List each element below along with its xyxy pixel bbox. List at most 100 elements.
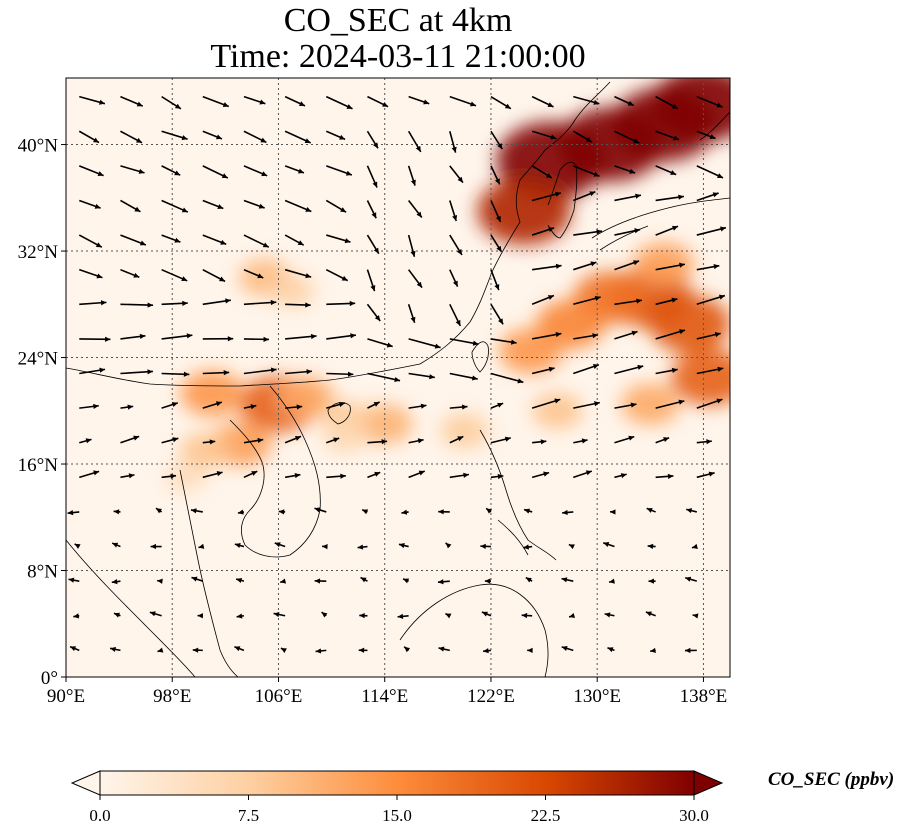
wind-arrow: [614, 435, 635, 444]
wind-arrow: [691, 543, 698, 549]
wind-arrow: [243, 404, 257, 410]
wind-arrow: [367, 471, 381, 479]
wind-arrow: [490, 372, 524, 384]
wind-arrow: [366, 165, 378, 188]
wind-arrow: [614, 165, 636, 174]
wind-arrow: [314, 578, 327, 584]
wind-vectors: [67, 95, 727, 654]
wind-arrow: [614, 95, 635, 107]
wind-arrow: [120, 302, 154, 308]
wind-arrow: [120, 165, 145, 174]
wind-arrow: [235, 577, 245, 583]
plume-11: [633, 242, 694, 287]
wind-arrow: [449, 435, 464, 444]
coastline-japan: [591, 111, 730, 251]
coastlines: [66, 81, 730, 677]
wind-arrow: [523, 544, 533, 550]
wind-arrow: [532, 439, 547, 445]
wind-arrow: [157, 647, 164, 653]
wind-arrow: [113, 509, 121, 515]
wind-arrow: [285, 333, 317, 340]
plume-24: [323, 422, 367, 453]
wind-arrow: [284, 95, 306, 107]
wind-arrow: [655, 297, 678, 306]
wind-arrow: [197, 613, 203, 619]
wind-arrow: [192, 647, 203, 653]
wind-arrow: [120, 268, 140, 279]
wind-arrow: [322, 544, 328, 550]
wind-arrow: [361, 509, 369, 515]
wind-arrow: [243, 199, 265, 209]
wind-arrow: [490, 303, 504, 325]
wind-arrow: [407, 269, 423, 289]
wind-arrow: [481, 611, 492, 617]
colorbar-tick-label: 7.5: [238, 806, 259, 825]
wind-arrow: [407, 234, 416, 257]
wind-arrow: [449, 372, 478, 381]
wind-arrow: [120, 95, 144, 107]
wind-arrow: [445, 542, 452, 549]
wind-arrow: [607, 647, 615, 653]
wind-arrow: [573, 261, 597, 271]
wind-arrow: [696, 398, 723, 409]
wind-arrow: [531, 294, 555, 306]
wind-arrow: [531, 165, 553, 179]
wind-arrow: [572, 130, 593, 143]
wind-arrow: [79, 300, 107, 306]
wind-arrow: [531, 331, 562, 340]
wind-arrow: [202, 471, 223, 479]
y-tick-label: 40°N: [18, 136, 59, 157]
wind-arrow: [113, 612, 121, 618]
plume-14: [440, 413, 489, 448]
plume-3: [651, 78, 730, 142]
wind-arrow: [155, 507, 163, 514]
title-line2: Time: 2024-03-11 21:00:00: [210, 38, 586, 75]
wind-arrow: [161, 402, 179, 409]
wind-arrow: [523, 508, 533, 514]
wind-arrow: [531, 366, 555, 375]
wind-arrow: [236, 613, 245, 619]
wind-arrow: [111, 579, 121, 585]
wind-arrow: [573, 95, 600, 105]
wind-arrow: [655, 262, 685, 271]
plume-10: [499, 328, 563, 374]
wind-arrow: [573, 165, 600, 177]
wind-arrow: [243, 130, 267, 144]
wind-arrow: [198, 543, 205, 549]
wind-arrow: [397, 613, 409, 619]
wind-arrow: [120, 473, 135, 479]
colorbar-extend-min: [70, 770, 101, 796]
wind-arrow: [531, 130, 557, 140]
wind-arrow: [573, 191, 596, 202]
wind-arrow: [202, 130, 223, 140]
wind-arrow: [243, 234, 270, 248]
wind-arrow: [449, 165, 464, 184]
y-tick-label: 0°: [41, 668, 58, 689]
colorbar-tick-label: 15.0: [382, 806, 412, 825]
wind-arrow: [243, 299, 277, 306]
wind-arrow: [326, 234, 351, 244]
wind-arrow: [120, 404, 134, 410]
wind-arrow: [284, 435, 302, 444]
wind-arrow: [273, 611, 286, 618]
wind-arrow: [73, 613, 80, 619]
wind-arrow: [161, 300, 188, 306]
wind-arrow: [561, 577, 574, 583]
wind-arrow: [655, 473, 674, 479]
wind-arrow: [358, 647, 368, 653]
coastline-malay: [179, 469, 239, 677]
wind-arrow: [686, 508, 697, 514]
wind-arrow: [284, 268, 312, 279]
wind-arrow: [157, 578, 163, 584]
wind-arrow: [120, 130, 143, 144]
wind-arrow: [561, 645, 574, 652]
wind-arrow: [69, 645, 80, 652]
x-tick-label: 98°E: [153, 686, 191, 707]
y-tick-label: 32°N: [18, 242, 59, 263]
wind-arrow: [120, 369, 153, 375]
coastline-hainan: [327, 402, 351, 425]
wind-arrow: [243, 470, 258, 479]
wind-arrow: [234, 542, 245, 549]
y-axis: 0° 8°N 16°N 24°N 32°N 40°N: [18, 136, 66, 689]
wind-arrow: [120, 234, 147, 246]
